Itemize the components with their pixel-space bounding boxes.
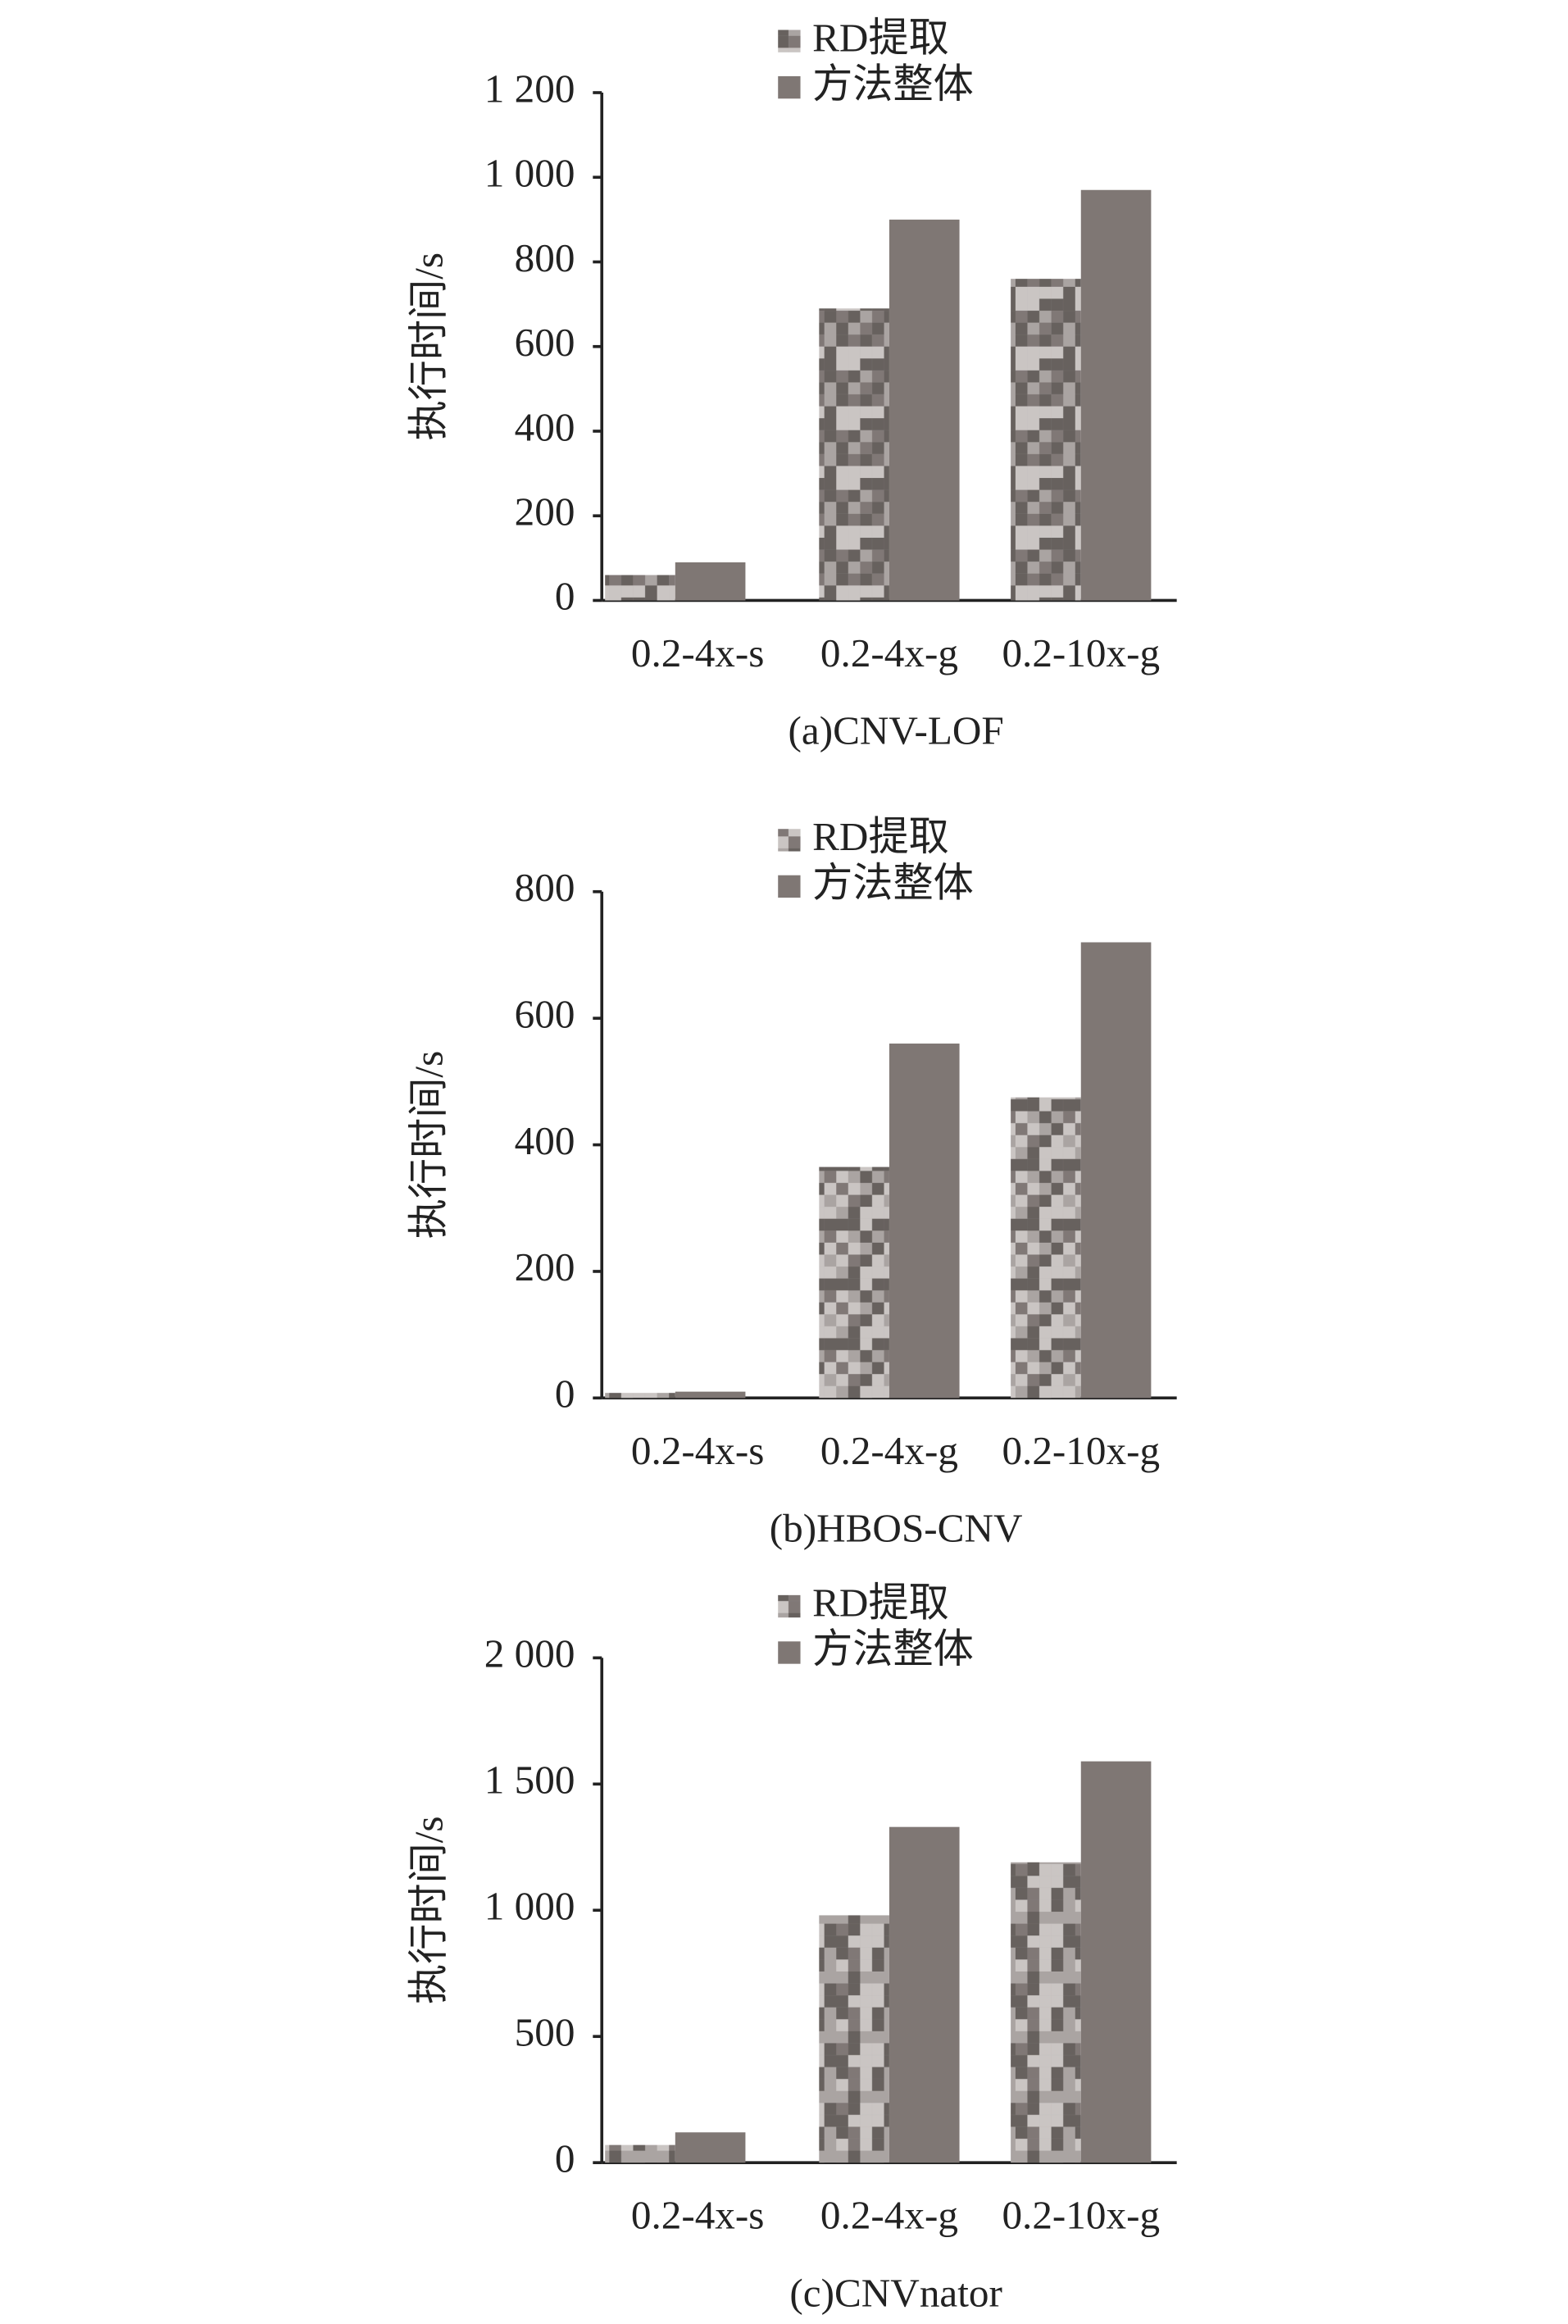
y-tick-label: 400: [515, 1118, 575, 1163]
legend-swatch: [778, 75, 801, 99]
legend-swatch: [778, 829, 801, 852]
x-tick-label: 0.2-10x-g: [1002, 2193, 1160, 2238]
bar: [889, 1044, 960, 1398]
y-tick-label: 500: [515, 2010, 575, 2055]
legend-swatch: [778, 1594, 801, 1618]
bar: [1011, 1862, 1081, 2163]
y-tick-label: 0: [555, 574, 575, 619]
legend-label: 方法整体: [812, 61, 974, 107]
x-tick-label: 0.2-4x-s: [631, 2193, 765, 2238]
legend-label: 方法整体: [812, 861, 974, 906]
legend-label: 方法整体: [812, 1626, 974, 1671]
bar: [605, 575, 675, 601]
y-tick-label: 600: [515, 991, 575, 1036]
bar: [675, 2132, 746, 2163]
y-tick-label: 1 000: [484, 151, 575, 196]
chart-caption: (c)CNVnator: [789, 2270, 1002, 2315]
y-tick-label: 2 000: [484, 1631, 575, 1676]
y-tick-label: 200: [515, 489, 575, 534]
y-tick-label: 800: [515, 865, 575, 910]
bar: [675, 562, 746, 601]
bar: [1080, 942, 1152, 1398]
x-tick-label: 0.2-4x-s: [631, 1428, 765, 1473]
bar: [819, 1915, 889, 2163]
legend-swatch: [778, 1641, 801, 1664]
y-tick-label: 1 000: [484, 1884, 575, 1929]
chart-caption: (a)CNV-LOF: [789, 708, 1004, 753]
bar: [1080, 189, 1152, 601]
bar: [889, 219, 960, 601]
y-tick-label: 0: [555, 1371, 575, 1417]
chart-caption: (b)HBOS-CNV: [770, 1506, 1023, 1551]
legend-label: RD提取: [812, 1580, 949, 1626]
y-axis-label: 执行时间/s: [407, 1816, 452, 2004]
bar: [675, 1391, 746, 1398]
legend-swatch: [778, 30, 801, 52]
y-axis-label: 执行时间/s: [407, 1051, 452, 1239]
x-tick-label: 0.2-10x-g: [1002, 630, 1160, 675]
legend-label: RD提取: [812, 814, 949, 859]
y-axis-label: 执行时间/s: [407, 252, 452, 441]
legend-swatch: [778, 875, 801, 898]
y-tick-label: 200: [515, 1244, 575, 1289]
bar: [1011, 1097, 1081, 1398]
x-tick-label: 0.2-4x-g: [820, 2193, 958, 2238]
y-tick-label: 1 500: [484, 1758, 575, 1803]
bar: [1080, 1761, 1152, 2163]
x-tick-label: 0.2-10x-g: [1002, 1428, 1160, 1473]
bar: [819, 1167, 889, 1398]
bar: [605, 2144, 675, 2163]
bar: [889, 1826, 960, 2163]
bar: [819, 308, 889, 601]
bar: [605, 1393, 675, 1398]
x-tick-label: 0.2-4x-g: [820, 1428, 958, 1473]
x-tick-label: 0.2-4x-s: [631, 630, 765, 675]
y-tick-label: 800: [515, 235, 575, 280]
y-tick-label: 0: [555, 2135, 575, 2181]
bar: [1011, 279, 1081, 601]
y-tick-label: 600: [515, 320, 575, 365]
y-tick-label: 400: [515, 404, 575, 449]
y-tick-label: 1 200: [484, 66, 575, 111]
legend-label: RD提取: [812, 15, 949, 60]
x-tick-label: 0.2-4x-g: [820, 630, 958, 675]
